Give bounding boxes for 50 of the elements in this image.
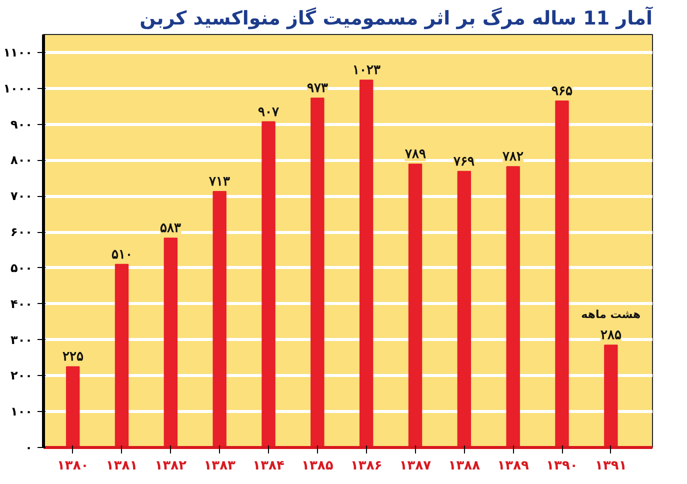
bar	[457, 170, 472, 448]
bar	[164, 238, 178, 448]
data-label: ۷۶۹	[452, 153, 475, 168]
x-tick-label: ۱۳۸۲	[154, 458, 187, 474]
data-label: ۹۰۷	[258, 104, 280, 119]
bar	[114, 264, 129, 448]
y-tick-label: ۷۰۰	[10, 189, 33, 204]
y-tick-label: ۳۰۰	[10, 332, 33, 347]
data-label: ۹۶۵	[552, 82, 573, 98]
bar	[408, 164, 422, 448]
data-label: ۷۸۹	[404, 146, 426, 162]
x-tick-label: ۱۳۸۸	[448, 458, 480, 474]
data-label: ۹۷۳	[306, 80, 328, 96]
bar	[66, 366, 80, 448]
y-tick-label: ۲۰۰	[10, 368, 33, 383]
data-label: ۵۸۳	[160, 220, 182, 236]
y-tick-label: ۴۰۰	[10, 296, 33, 311]
bar	[506, 166, 520, 448]
x-tick-label: ۱۳۸۶	[350, 458, 382, 474]
x-tick-label: ۱۳۸۹	[497, 458, 530, 474]
data-label: ۲۲۵	[62, 348, 84, 364]
bar	[262, 121, 276, 448]
x-tick-label: ۱۳۸۳	[204, 458, 236, 474]
x-tick-label: ۱۳۸۷	[399, 458, 432, 474]
x-tick-label: ۱۳۸۱	[106, 458, 138, 474]
bar	[604, 344, 618, 448]
data-label: ۲۸۵	[600, 327, 622, 342]
x-tick-label: ۱۳۸۵	[302, 458, 334, 474]
y-tick-label: ۱۱۰۰	[3, 45, 32, 60]
x-tick-label: ۱۳۸۴	[252, 458, 284, 474]
y-tick-label: ۵۰۰	[10, 260, 33, 275]
y-tick-label: ۰	[25, 440, 33, 454]
bar	[212, 190, 226, 448]
data-label: ۷۱۳	[208, 173, 230, 188]
bar	[310, 98, 324, 448]
x-tick-label: ۱۳۹۱	[595, 458, 627, 474]
x-tick-label: ۱۳۸۰	[56, 458, 89, 474]
y-tick-label: ۸۰۰	[10, 153, 33, 168]
data-label: ۵۱۰	[111, 246, 132, 262]
bar	[359, 80, 374, 448]
bar	[555, 100, 569, 448]
y-tick-label: ۹۰۰	[10, 117, 33, 132]
x-tick-label: ۱۳۹۰	[546, 458, 578, 474]
annotation: هشت ماهه	[581, 308, 641, 322]
chart-title: آمار 11 ساله مرگ بر اثر مسمومیت گاز منواکسید کربن	[140, 6, 654, 30]
y-tick-label: ۱۰۰	[10, 404, 33, 419]
y-tick-label: ۱۰۰۰	[3, 81, 32, 96]
y-tick-label: ۶۰۰	[10, 225, 33, 240]
data-label: ۱۰۲۳	[352, 62, 380, 78]
data-label: ۷۸۲	[502, 148, 524, 164]
